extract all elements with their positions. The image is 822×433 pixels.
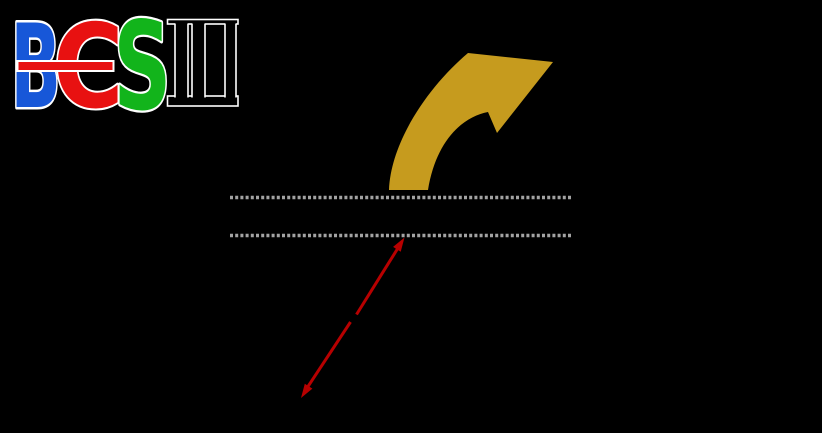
logo-letter-s: S [113,0,171,139]
red-arrow-upper-head [393,237,405,252]
numeral-stroke-2 [191,21,206,98]
gold-curved-arrow [389,53,553,190]
numeral-stroke-3-fill [225,21,236,98]
numeral-stroke-1-fill [175,21,188,98]
red-arrow-upper-segment [355,247,400,316]
logo-crossbar [16,60,115,72]
red-double-arrow [301,237,405,398]
logo-numeral-iii [166,18,239,107]
red-arrow-lower-segment [305,321,352,389]
numeral-stroke-2-fill [192,21,205,98]
besiii-logo: B C S [9,0,239,140]
red-arrow-lower-head [301,383,313,398]
numeral-stroke-3 [224,21,237,98]
numeral-stroke-1 [174,21,189,98]
